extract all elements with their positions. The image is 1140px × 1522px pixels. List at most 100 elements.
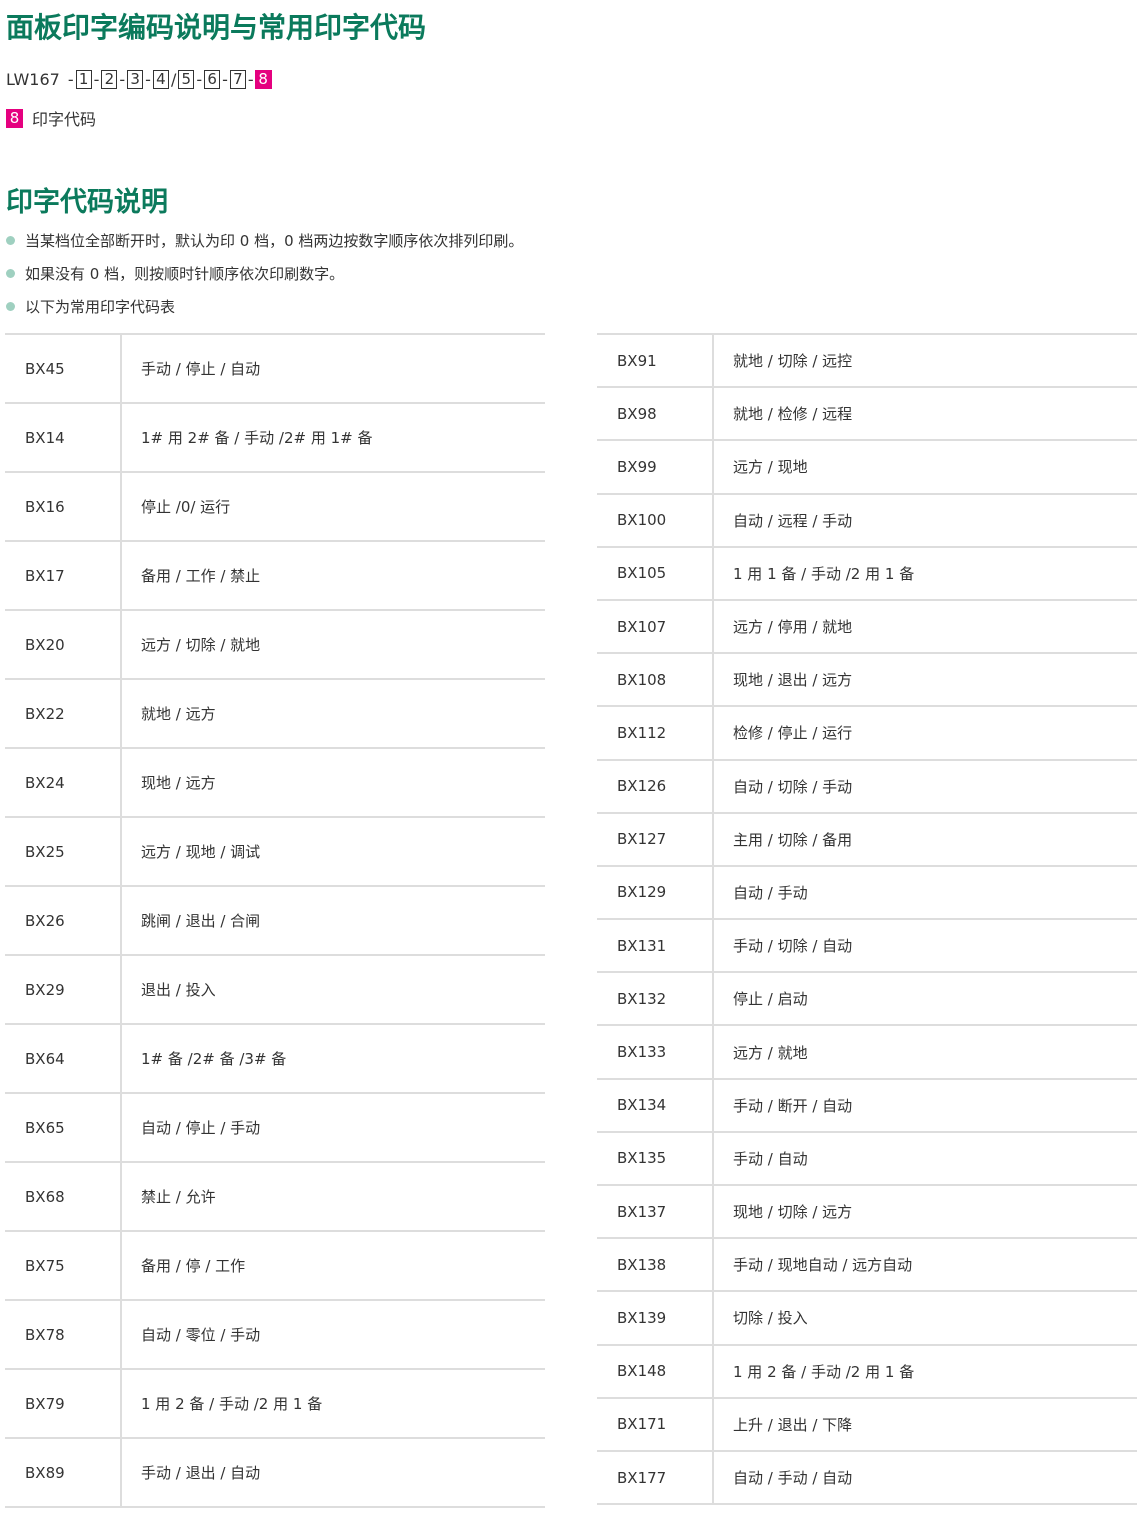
code-id: BX64 [5, 1023, 122, 1094]
code-description: 就地 / 远方 [121, 678, 545, 749]
code-description: 远方 / 就地 [713, 1024, 1137, 1080]
legend-label: 印字代码 [32, 110, 97, 129]
code-id: BX99 [597, 439, 714, 495]
code-id: BX45 [5, 333, 122, 404]
bullet-dot-icon [6, 236, 15, 245]
code-description: 手动 / 断开 / 自动 [713, 1077, 1137, 1133]
code-description: 退出 / 投入 [121, 954, 545, 1025]
code-description: 停止 / 启动 [713, 971, 1137, 1027]
part-box: 7 [229, 70, 246, 89]
table-row: BX45 手动 / 停止 / 自动 [5, 333, 545, 404]
page-title: 面板印字编码说明与常用印字代码 [6, 11, 427, 44]
table-row: BX26 跳闸 / 退出 / 合闸 [5, 885, 545, 956]
table-row: BX112 检修 / 停止 / 运行 [597, 705, 1137, 761]
code-description: 上升 / 退出 / 下降 [713, 1396, 1137, 1452]
code-id: BX129 [597, 864, 714, 921]
code-id: BX24 [5, 747, 122, 818]
code-description: 现地 / 远方 [121, 747, 545, 818]
section-title: 印字代码说明 [6, 187, 168, 218]
code-description: 自动 / 手动 [713, 864, 1137, 921]
code-description: 1 用 2 备 / 手动 /2 用 1 备 [713, 1343, 1137, 1399]
code-description: 自动 / 远程 / 手动 [713, 492, 1137, 548]
legend-number: 8 [6, 108, 23, 128]
model-code: LW167- 1- 2- 3- 4/ 5- 6- 7- 8 [6, 70, 272, 89]
code-description: 远方 / 现地 / 调试 [121, 816, 545, 887]
code-description: 禁止 / 允许 [121, 1161, 545, 1232]
code-id: BX108 [597, 652, 714, 708]
code-id: BX138 [597, 1237, 714, 1293]
part-box: 6 [204, 70, 221, 89]
table-row: BX108 现地 / 退出 / 远方 [597, 652, 1137, 708]
bullet-dot-icon [6, 302, 15, 311]
table-row: BX75 备用 / 停 / 工作 [5, 1230, 545, 1301]
code-description: 1# 用 2# 备 / 手动 /2# 用 1# 备 [121, 402, 545, 473]
table-row: BX89 手动 / 退出 / 自动 [5, 1437, 545, 1508]
part-box: 3 [127, 70, 144, 89]
code-id: BX79 [5, 1368, 122, 1439]
table-row: BX20 远方 / 切除 / 就地 [5, 609, 545, 680]
code-id: BX14 [5, 402, 122, 473]
table-row: BX24 现地 / 远方 [5, 747, 545, 818]
code-id: BX135 [597, 1130, 714, 1187]
table-row: BX148 1 用 2 备 / 手动 /2 用 1 备 [597, 1343, 1137, 1399]
code-description: 手动 / 切除 / 自动 [713, 918, 1137, 974]
code-id: BX89 [5, 1437, 122, 1508]
code-description: 自动 / 手动 / 自动 [713, 1449, 1137, 1506]
table-row: BX65 自动 / 停止 / 手动 [5, 1092, 545, 1163]
code-id: BX78 [5, 1299, 122, 1370]
bullet-text: 如果没有 0 档，则按顺时针顺序依次印刷数字。 [25, 265, 345, 283]
part-box: 2 [101, 70, 118, 89]
code-id: BX98 [597, 386, 714, 442]
table-row: BX79 1 用 2 备 / 手动 /2 用 1 备 [5, 1368, 545, 1439]
bullet-dot-icon [6, 269, 15, 278]
code-description: 手动 / 退出 / 自动 [121, 1437, 545, 1508]
code-id: BX133 [597, 1024, 714, 1080]
table-row: BX134 手动 / 断开 / 自动 [597, 1077, 1137, 1133]
code-id: BX22 [5, 678, 122, 749]
table-row: BX16 停止 /0/ 运行 [5, 471, 545, 542]
table-row: BX29 退出 / 投入 [5, 954, 545, 1025]
code-description: 现地 / 退出 / 远方 [713, 652, 1137, 708]
code-description: 手动 / 停止 / 自动 [121, 333, 545, 404]
code-description: 远方 / 停用 / 就地 [713, 598, 1137, 655]
code-description: 检修 / 停止 / 运行 [713, 705, 1137, 761]
table-row: BX17 备用 / 工作 / 禁止 [5, 540, 545, 611]
code-table-right: BX91 就地 / 切除 / 远控 BX98 就地 / 检修 / 远程 BX99 远方 /… [597, 332, 1137, 1506]
table-row: BX135 手动 / 自动 [597, 1130, 1137, 1187]
code-id: BX171 [597, 1396, 714, 1452]
code-id: BX91 [597, 332, 714, 389]
table-row: BX100 自动 / 远程 / 手动 [597, 492, 1137, 548]
code-id: BX20 [5, 609, 122, 680]
code-id: BX25 [5, 816, 122, 887]
code-id: BX177 [597, 1449, 714, 1506]
highlight-box: 8 [254, 70, 272, 89]
code-description: 远方 / 现地 [713, 439, 1137, 495]
table-row: BX64 1# 备 /2# 备 /3# 备 [5, 1023, 545, 1094]
table-row: BX25 远方 / 现地 / 调试 [5, 816, 545, 887]
table-row: BX171 上升 / 退出 / 下降 [597, 1396, 1137, 1452]
code-id: BX126 [597, 758, 714, 814]
part-box: 5 [178, 70, 195, 89]
code-id: BX131 [597, 918, 714, 974]
code-id: BX26 [5, 885, 122, 956]
code-id: BX75 [5, 1230, 122, 1301]
code-description: 自动 / 零位 / 手动 [121, 1299, 545, 1370]
table-row: BX91 就地 / 切除 / 远控 [597, 332, 1137, 389]
table-row: BX105 1 用 1 备 / 手动 /2 用 1 备 [597, 545, 1137, 601]
part-box: 1 [75, 70, 92, 89]
table-row: BX68 禁止 / 允许 [5, 1161, 545, 1232]
code-description: 备用 / 停 / 工作 [121, 1230, 545, 1301]
table-row: BX22 就地 / 远方 [5, 678, 545, 749]
code-description: 手动 / 现地自动 / 远方自动 [713, 1237, 1137, 1293]
table-row: BX131 手动 / 切除 / 自动 [597, 918, 1137, 974]
table-row: BX177 自动 / 手动 / 自动 [597, 1449, 1137, 1506]
table-row: BX127 主用 / 切除 / 备用 [597, 811, 1137, 867]
part-box: 4 [152, 70, 169, 89]
code-id: BX68 [5, 1161, 122, 1232]
code-description: 1# 备 /2# 备 /3# 备 [121, 1023, 545, 1094]
code-description: 自动 / 停止 / 手动 [121, 1092, 545, 1163]
code-id: BX16 [5, 471, 122, 542]
code-description: 1 用 2 备 / 手动 /2 用 1 备 [121, 1368, 545, 1439]
legend: 8 印字代码 [6, 106, 96, 130]
table-row: BX129 自动 / 手动 [597, 864, 1137, 921]
